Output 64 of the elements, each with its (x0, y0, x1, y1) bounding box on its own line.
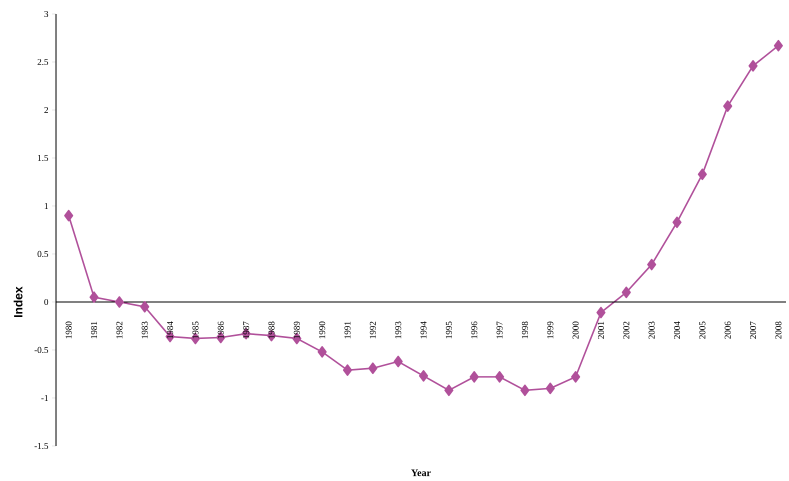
x-tick-label: 1989 (294, 322, 300, 338)
x-tick-label: 1997 (496, 321, 503, 338)
point (698, 168, 707, 180)
point (672, 216, 682, 228)
x-tick-label: 1996 (471, 321, 478, 338)
x-tick-label: 1987 (243, 321, 250, 338)
x-tick-label: 1986 (218, 321, 224, 338)
y-tick-label: 1 (44, 203, 48, 209)
point (495, 371, 504, 383)
x-tick-label: 2006 (724, 321, 731, 339)
point (342, 364, 352, 376)
x-tick-label: 2002 (623, 322, 630, 339)
x-tick-label: 1988 (268, 322, 274, 338)
x-tick-label: 2008 (775, 322, 782, 339)
x-tick-label: 1985 (192, 322, 198, 338)
y-tick-label: 3 (44, 10, 48, 18)
x-tick-label: 1983 (142, 322, 148, 338)
x-tick-label: 1991 (344, 322, 351, 338)
x-tick-label: 1994 (420, 321, 427, 338)
y-tick-label: 2 (44, 107, 48, 113)
point (596, 306, 606, 318)
point (444, 384, 454, 396)
y-tick-label: 2.5 (38, 58, 48, 66)
point (748, 60, 758, 72)
point (368, 362, 378, 374)
point (64, 210, 74, 222)
x-tick-label: 1999 (547, 322, 554, 338)
point (140, 300, 150, 313)
x-tick-label: 1998 (522, 322, 528, 338)
x-tick-label: 2007 (750, 321, 756, 339)
x-tick-label: 1984 (167, 321, 174, 338)
x-tick-label: 2000 (572, 322, 579, 339)
y-tick-label: 1.5 (38, 154, 48, 162)
x-tick-label: 1981 (90, 322, 98, 338)
point (546, 382, 555, 394)
x-tick-label: 1980 (66, 322, 72, 338)
x-tick-label: 1993 (395, 322, 402, 338)
point (114, 296, 124, 308)
y-axis-title: Index (14, 286, 22, 318)
point (647, 258, 656, 270)
x-tick-label: 1992 (370, 322, 376, 338)
point (520, 384, 530, 396)
y-tick-label: 0 (44, 298, 48, 306)
y-tick-label: -1.5 (34, 442, 48, 450)
point (418, 370, 428, 382)
point (470, 371, 479, 383)
y-tick-label: -1 (41, 395, 48, 401)
x-tick-label: 2003 (648, 322, 655, 339)
x-tick-label: 1990 (319, 322, 326, 338)
y-tick-label: 0.5 (38, 250, 48, 258)
x-axis-title: Year (411, 470, 431, 476)
x-tick-label: 1995 (446, 322, 452, 338)
y-tick-label: -0.5 (34, 346, 48, 354)
x-tick-label: 1982 (116, 322, 122, 338)
point (318, 346, 327, 358)
point (571, 371, 580, 383)
point (723, 100, 732, 112)
point (774, 40, 783, 52)
x-tick-label: 2005 (699, 322, 706, 339)
x-tick-label: 2001 (598, 322, 604, 339)
point (622, 286, 631, 298)
point (89, 291, 99, 303)
point (394, 356, 403, 368)
x-tick-label: 2004 (674, 321, 680, 339)
